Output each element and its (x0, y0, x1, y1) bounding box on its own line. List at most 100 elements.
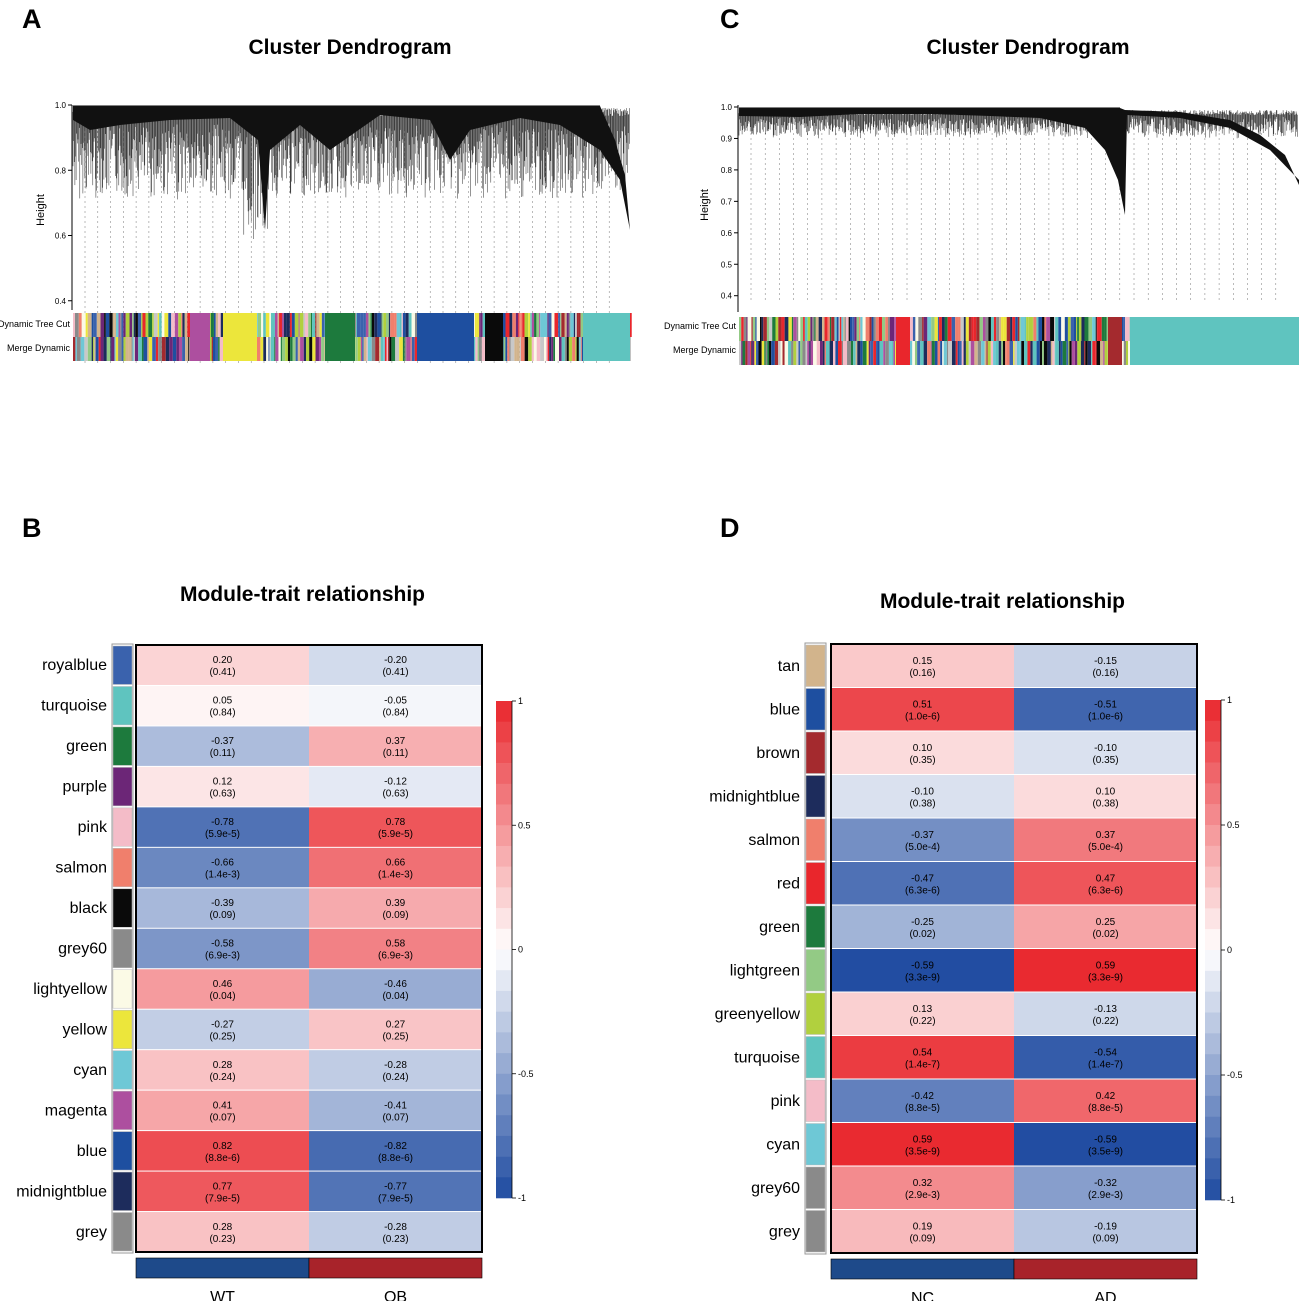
cell-pvalue: (6.3e-6) (905, 885, 940, 896)
heatmap-cell-grey60-OB (309, 928, 482, 969)
module-swatch-pink (805, 1079, 826, 1122)
module-color-strip (104, 313, 106, 337)
colorbar-step (496, 866, 512, 888)
module-color-strip (305, 313, 309, 337)
module-color-strip (298, 313, 300, 337)
panel-c-title: Cluster Dendrogram (926, 36, 1130, 59)
module-color-strip (406, 337, 409, 361)
module-color-strip (756, 317, 761, 341)
module-color-strip (940, 341, 943, 365)
cell-pvalue: (0.16) (909, 668, 935, 679)
module-color-strip (1006, 317, 1011, 341)
module-color-strip (996, 317, 1000, 341)
module-color-strip (553, 337, 556, 361)
module-label-midnightblue: midnightblue (16, 1183, 107, 1200)
module-color-strip (1012, 317, 1016, 341)
module-color-strip (778, 317, 782, 341)
trait-bar-OB (308, 1257, 483, 1279)
module-color-strip (306, 337, 310, 361)
module-swatch-purple (112, 767, 133, 807)
module-color-strip (110, 337, 112, 361)
module-color-strip (182, 313, 185, 337)
cell-pvalue: (6.9e-3) (378, 951, 413, 962)
cell-pvalue: (0.84) (209, 708, 235, 719)
heatmap-cell-cyan-OB (309, 1050, 482, 1090)
heatmap-cell-midnightblue-AD (1014, 775, 1197, 818)
heatmap-cell-greenyellow-AD (1014, 992, 1197, 1035)
module-color-strip (570, 313, 574, 337)
module-label-cyan: cyan (766, 1136, 800, 1153)
module-color-strip (280, 337, 282, 361)
module-color-strip (568, 337, 573, 361)
module-color-strip (103, 337, 107, 361)
cell-value: -0.59 (1094, 1134, 1117, 1145)
module-color-strip (873, 317, 876, 341)
module-color-strip (509, 337, 511, 361)
module-color-strip (814, 317, 816, 341)
module-color-block (583, 337, 630, 361)
cell-value: -0.37 (211, 736, 234, 747)
module-color-strip (321, 313, 325, 337)
module-color-strip (845, 317, 849, 341)
module-label-brown: brown (756, 745, 800, 762)
module-label-blue: blue (77, 1143, 107, 1160)
cell-pvalue: (7.9e-5) (378, 1193, 413, 1204)
module-color-strip (84, 337, 88, 361)
module-color-strip (120, 313, 122, 337)
module-color-strip (829, 317, 832, 341)
module-color-strip (375, 337, 380, 361)
y-tick-label: 0.6 (55, 232, 67, 241)
module-color-strip (752, 317, 756, 341)
colorbar-step (1205, 1033, 1221, 1055)
module-color-strip (860, 341, 863, 365)
module-color-strip (384, 337, 387, 361)
module-color-strip (121, 313, 124, 337)
cell-value: -0.15 (1094, 656, 1117, 667)
module-color-strip (152, 313, 154, 337)
swatch-frame (804, 642, 827, 1255)
module-color-strip (1080, 341, 1085, 365)
module-color-strip (1039, 341, 1043, 365)
module-swatch-grey60 (112, 929, 133, 968)
module-swatch-cyan (805, 1123, 826, 1166)
module-color-block (1130, 341, 1299, 365)
colorbar-step (496, 742, 512, 764)
colorbar-step (496, 949, 512, 971)
module-color-strip (558, 313, 561, 337)
trait-bar-NC (830, 1258, 1015, 1280)
module-color-strip (831, 317, 835, 341)
module-color-strip (312, 337, 316, 361)
colorbar-step (1205, 1012, 1221, 1034)
module-color-strip (357, 337, 361, 361)
colorbar-step (496, 825, 512, 847)
module-color-strip (1125, 341, 1129, 365)
dendrogram-c-row-label-1: Dynamic Tree Cut (664, 321, 737, 331)
module-color-strip (1066, 341, 1069, 365)
module-color-strip (1020, 317, 1025, 341)
module-color-strip (520, 313, 523, 337)
module-color-strip (807, 317, 811, 341)
module-color-strip (990, 317, 994, 341)
module-color-strip (95, 337, 99, 361)
cell-pvalue: (5.9e-5) (378, 829, 413, 840)
heatmap-cell-red-AD (1014, 862, 1197, 905)
cell-value: 0.32 (913, 1178, 933, 1189)
cell-value: 0.41 (213, 1100, 233, 1111)
module-label-royalblue: royalblue (42, 657, 107, 674)
module-color-strip (1043, 341, 1048, 365)
module-color-strip (408, 313, 412, 337)
module-color-strip (752, 341, 755, 365)
colorbar-step (496, 1094, 512, 1116)
module-color-strip (879, 341, 884, 365)
cell-pvalue: (8.8e-6) (378, 1153, 413, 1164)
module-color-strip (256, 313, 258, 337)
module-color-strip (368, 313, 371, 337)
colorbar-step (496, 804, 512, 826)
module-color-strip (405, 313, 409, 337)
module-color-block (896, 341, 910, 365)
module-color-strip (145, 313, 149, 337)
module-label-blue: blue (770, 701, 800, 718)
heatmap-cell-green-OB (309, 726, 482, 766)
module-color-strip (1085, 341, 1088, 365)
module-color-strip (885, 317, 888, 341)
